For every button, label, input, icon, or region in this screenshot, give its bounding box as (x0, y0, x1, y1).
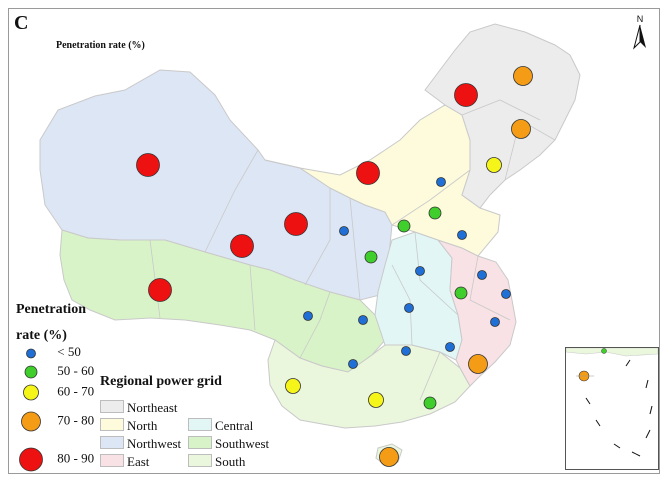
map-marker-5 (230, 234, 254, 258)
grid-legend-southwest: Southwest (188, 436, 269, 452)
grid-label-southwest: Southwest (215, 436, 270, 451)
legend-label-3: 60 - 70 (57, 383, 95, 399)
grid-swatch-south (188, 454, 212, 467)
map-marker-2 (356, 161, 380, 185)
map-marker-10 (379, 447, 399, 467)
legend-class-5: 80 - 90 (16, 446, 94, 473)
grid-legend-central: Central (188, 418, 253, 434)
legend-swatch-5 (16, 447, 54, 472)
grid-swatch-north (100, 418, 124, 431)
map-marker-23 (415, 266, 425, 276)
inset-map (565, 347, 659, 457)
grid-legend-east: East (100, 454, 149, 470)
grid-label-northwest: Northwest (127, 436, 182, 451)
grid-label-northeast: Northeast (127, 400, 178, 415)
grid-label-north: North (127, 418, 158, 433)
legend-label-2: 50 - 60 (57, 363, 95, 378)
map-marker-18 (454, 286, 468, 300)
region-north (264, 104, 501, 257)
penetration-legend: Penetration rate (%) < 50 50 - 60 60 - 7… (16, 300, 94, 472)
legend-label-5: 80 - 90 (57, 450, 95, 466)
grid-legend-north: North (100, 418, 157, 434)
map-marker-13 (285, 378, 301, 394)
legend-title-line1: Penetration (16, 302, 86, 317)
map-subtitle: Penetration rate (%) (56, 40, 145, 51)
map-marker-21 (339, 226, 349, 236)
legend-circle-5 (19, 447, 43, 472)
province-borders (149, 99, 556, 401)
map-marker-25 (501, 289, 511, 299)
map-marker-4 (284, 212, 308, 236)
panel-letter: C (14, 12, 29, 34)
region-east (436, 239, 517, 387)
map-marker-9 (468, 354, 488, 374)
grid-swatch-southwest (188, 436, 212, 449)
grid-label-central: Central (215, 418, 254, 433)
grid-legend: Regional power grid Northeast North Nort… (100, 374, 269, 469)
grid-legend-title: Regional power grid (100, 374, 222, 389)
legend-label-1: < 50 (57, 344, 81, 359)
map-marker-14 (368, 392, 384, 408)
map-marker-1 (136, 153, 160, 177)
legend-class-4: 70 - 80 (16, 410, 94, 433)
grid-swatch-northeast (100, 400, 124, 413)
map-marker-7 (513, 66, 533, 86)
grid-swatch-northwest (100, 436, 124, 449)
legend-title-line2: rate (%) (16, 328, 67, 343)
map-marker-32 (348, 359, 358, 369)
map-marker-15 (428, 206, 442, 220)
grid-swatch-central (188, 418, 212, 431)
legend-label-4: 70 - 80 (57, 412, 95, 428)
map-marker-20 (436, 177, 446, 187)
grid-legend-northeast: Northeast (100, 400, 178, 416)
legend-circle-1 (26, 348, 36, 358)
penetration-markers (136, 66, 589, 467)
legend-class-1: < 50 (16, 344, 81, 360)
grid-legend-northwest: Northwest (100, 436, 181, 452)
map-marker-3 (454, 83, 478, 107)
map-marker-22 (457, 230, 467, 240)
map-marker-12 (486, 157, 502, 173)
legend-circle-3 (23, 384, 39, 401)
map-marker-29 (490, 317, 500, 327)
map-marker-24 (477, 270, 487, 280)
map-marker-26 (303, 311, 313, 321)
grid-label-south: South (215, 454, 246, 469)
north-label: N (636, 14, 644, 24)
north-arrow: N (630, 14, 650, 55)
map-marker-19 (423, 396, 437, 410)
legend-swatch-1 (16, 344, 54, 359)
map-marker-28 (404, 303, 414, 313)
map-marker-30 (445, 342, 455, 352)
grid-label-east: East (127, 454, 150, 469)
power-grid-regions (39, 23, 581, 467)
map-marker-17 (364, 250, 378, 264)
grid-legend-south: South (188, 454, 245, 470)
map-marker-8 (511, 119, 531, 139)
map-marker-16 (397, 219, 411, 233)
legend-swatch-4 (16, 411, 54, 432)
grid-swatch-east (100, 454, 124, 467)
map-marker-31 (401, 346, 411, 356)
map-marker-27 (358, 315, 368, 325)
legend-circle-4 (21, 411, 41, 432)
legend-class-3: 60 - 70 (16, 383, 94, 402)
legend-swatch-2 (16, 363, 54, 379)
legend-circle-2 (24, 365, 38, 379)
legend-class-2: 50 - 60 (16, 363, 94, 380)
map-marker-6 (148, 278, 172, 302)
north-arrow-icon (633, 24, 646, 50)
legend-swatch-3 (16, 383, 54, 401)
south-china-sea-inset (565, 347, 659, 470)
